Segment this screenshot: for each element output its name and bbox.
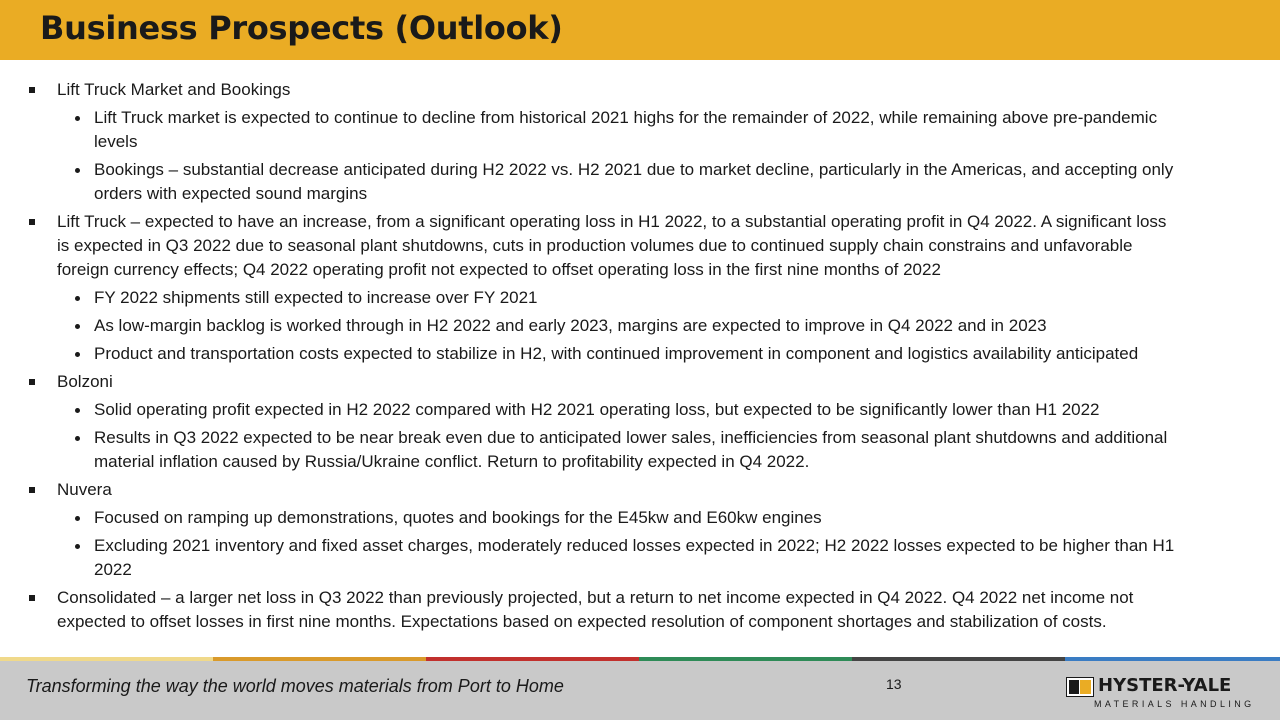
stripe-5 <box>852 657 1065 661</box>
sub-bullet-text-line: Product and transportation costs expecte… <box>94 344 1139 363</box>
sub-bullet-text-line: 2022 <box>94 560 132 579</box>
bullet-dot-icon <box>75 352 80 357</box>
sub-bullet-text-line: Focused on ramping up demonstrations, qu… <box>94 508 822 527</box>
bullet-dot-icon <box>75 168 80 173</box>
slide-title: Business Prospects (Outlook) <box>40 9 563 47</box>
stripe-6 <box>1065 657 1280 661</box>
bullet-square-icon <box>29 379 35 385</box>
bullet-square-icon <box>29 595 35 601</box>
bullet-dot-icon <box>75 544 80 549</box>
bullet-square-icon <box>29 219 35 225</box>
bullet-text-line: is expected in Q3 2022 due to seasonal p… <box>57 236 1133 255</box>
title-bar: Business Prospects (Outlook) <box>0 0 1280 60</box>
sub-bullet-text-line: As low-margin backlog is worked through … <box>94 316 1047 335</box>
bullet-text: Nuvera <box>57 480 112 499</box>
sub-bullet-text-line: material inflation caused by Russia/Ukra… <box>94 452 810 471</box>
bullet-dot-icon <box>75 116 80 121</box>
bullet-text-line: Consolidated – a larger net loss in Q3 2… <box>57 588 1134 607</box>
logo-name: HYSTER-YALE <box>1098 675 1232 696</box>
sub-bullet-text-line: Bookings – substantial decrease anticipa… <box>94 160 1174 179</box>
sub-bullet-text-line: Lift Truck market is expected to continu… <box>94 108 1158 127</box>
bullet-dot-icon <box>75 436 80 441</box>
stripe-3 <box>426 657 639 661</box>
bullet-text-line: foreign currency effects; Q4 2022 operat… <box>57 260 941 279</box>
bullet-text-line: expected to offset losses in first nine … <box>57 612 1107 631</box>
bullet-dot-icon <box>75 408 80 413</box>
hy-logo-icon <box>1066 677 1094 697</box>
sub-bullet-text-line: Solid operating profit expected in H2 20… <box>94 400 1100 419</box>
bullet-text: Lift Truck Market and Bookings <box>57 80 291 99</box>
bullet-dot-icon <box>75 324 80 329</box>
stripe-1 <box>0 657 213 661</box>
sub-bullet-text-line: levels <box>94 132 138 151</box>
bullet-dot-icon <box>75 296 80 301</box>
sub-bullet-text-line: Results in Q3 2022 expected to be near b… <box>94 428 1168 447</box>
bullet-square-icon <box>29 487 35 493</box>
logo-subtitle: MATERIALS HANDLING <box>1094 699 1255 709</box>
company-logo: HYSTER-YALE MATERIALS HANDLING <box>1066 674 1251 714</box>
page-number: 13 <box>886 676 902 692</box>
stripe-2 <box>213 657 426 661</box>
sub-bullet-text-line: orders with expected sound margins <box>94 184 368 203</box>
bullet-dot-icon <box>75 516 80 521</box>
bullet-square-icon <box>29 87 35 93</box>
bullet-text-line: Lift Truck – expected to have an increas… <box>57 212 1167 231</box>
bullet-text: Bolzoni <box>57 372 113 391</box>
sub-bullet-text-line: Excluding 2021 inventory and fixed asset… <box>94 536 1175 555</box>
footer-tagline: Transforming the way the world moves mat… <box>26 676 564 696</box>
sub-bullet-text-line: FY 2022 shipments still expected to incr… <box>94 288 538 307</box>
footer: Transforming the way the world moves mat… <box>0 661 1280 720</box>
stripe-4 <box>639 657 852 661</box>
